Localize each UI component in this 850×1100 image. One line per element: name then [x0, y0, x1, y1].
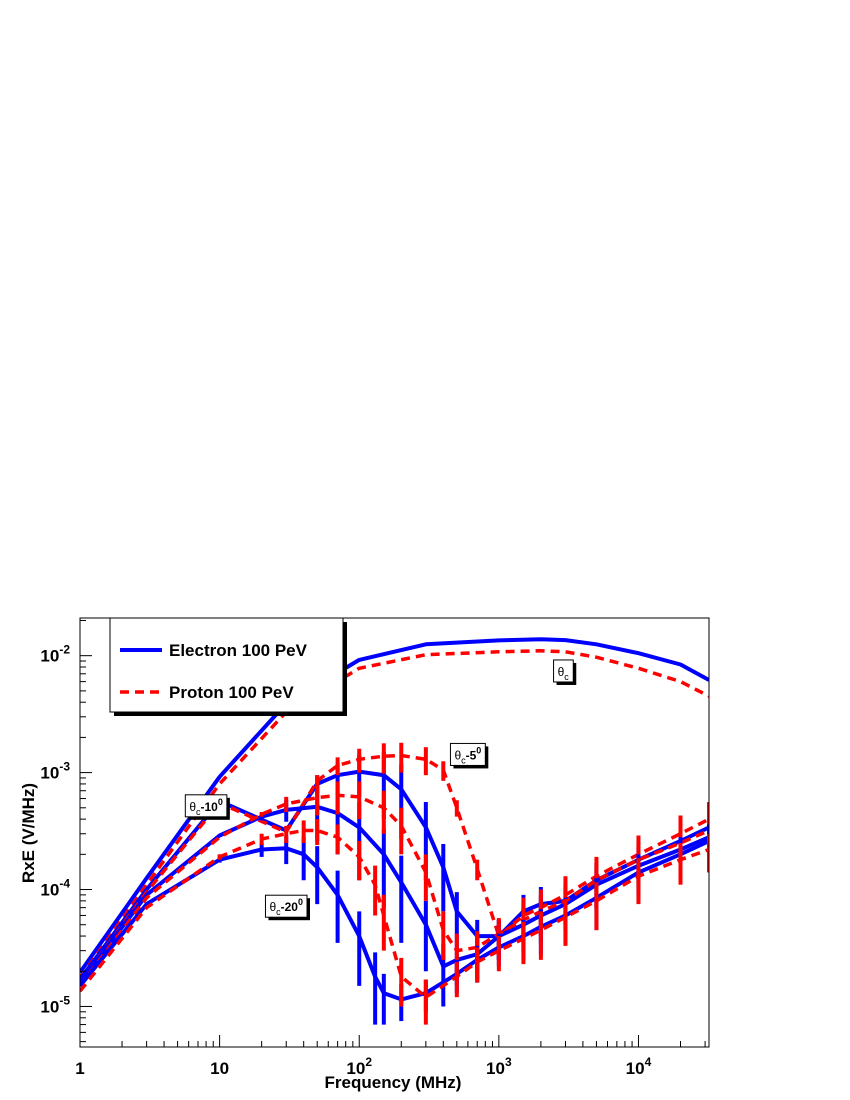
angle-annotation: θc-200	[264, 894, 311, 921]
angle-annotation: θc	[553, 659, 577, 685]
tick-exponent: -4	[59, 877, 70, 891]
annotation-symbol: θ	[269, 900, 276, 914]
angle-annotation: θc-100	[184, 794, 230, 820]
y-tick-label: 10-3	[40, 760, 70, 783]
annotation-subscript: c	[564, 672, 569, 682]
annotation-subscript: c	[276, 907, 281, 917]
annotation-symbol: θ	[189, 800, 196, 814]
tick-base: 10	[40, 647, 59, 666]
y-axis-title: RxE (V/MHz)	[19, 783, 38, 883]
annotation-box	[449, 742, 486, 766]
x-tick-label: 103	[486, 1055, 512, 1078]
series-layer	[80, 637, 709, 1025]
tick-exponent: -3	[59, 760, 70, 774]
y-tick-label: 10-2	[40, 643, 70, 666]
legend-label: Electron 100 PeV	[169, 641, 308, 660]
x-tick-label: 1	[75, 1059, 84, 1078]
annotation-symbol: θ	[558, 665, 565, 679]
x-tick-label: 102	[346, 1055, 372, 1078]
series-line	[80, 637, 709, 974]
tick-base: 10	[40, 881, 59, 900]
x-tick-label: 10	[210, 1059, 229, 1078]
annotation-offset: -10	[201, 800, 219, 814]
annotation-degree: 0	[476, 745, 481, 755]
y-tick-label: 10-5	[40, 993, 70, 1016]
series-line	[80, 828, 709, 999]
tick-base: 10	[346, 1059, 365, 1078]
tick-base: 10	[40, 764, 59, 783]
tick-exponent: -2	[59, 643, 70, 657]
legend-box	[109, 617, 344, 713]
annotation-offset: -5	[466, 748, 477, 762]
x-tick-label: 104	[626, 1055, 652, 1078]
tick-exponent: -5	[59, 993, 70, 1007]
annotation-symbol: θ	[454, 748, 461, 762]
tick-exponent: 4	[645, 1055, 652, 1069]
series-line	[80, 649, 709, 980]
tick-base: 1	[75, 1059, 84, 1078]
tick-exponent: 2	[365, 1055, 372, 1069]
tick-base: 10	[486, 1059, 505, 1078]
series-line	[80, 804, 709, 984]
tick-base: 10	[40, 997, 59, 1016]
annotation-text: θc-50	[454, 745, 481, 765]
tick-exponent: 3	[505, 1055, 512, 1069]
annotation-degree: 0	[298, 897, 303, 907]
annotation-box	[553, 659, 574, 683]
legend-label: Proton 100 PeV	[169, 683, 294, 702]
series-line	[80, 839, 709, 1002]
x-axis-title: Frequency (MHz)	[325, 1073, 462, 1092]
annotation-text: θc-100	[189, 797, 223, 817]
plot-frame	[79, 617, 710, 1048]
series-line	[80, 793, 709, 987]
annotation-subscript: c	[196, 807, 201, 817]
annotation-text: θc-200	[269, 897, 303, 917]
annotation-degree: 0	[218, 797, 223, 807]
annotation-text: θc	[558, 665, 570, 682]
annotation-subscript: c	[461, 755, 466, 765]
y-tick-label: 10-4	[40, 877, 70, 900]
annotation-box	[184, 794, 228, 818]
angle-annotation: θc-50	[449, 742, 489, 769]
annotation-offset: -20	[281, 900, 299, 914]
tick-base: 10	[626, 1059, 645, 1078]
tick-base: 10	[210, 1059, 229, 1078]
legend: Electron 100 PeV Proton 100 PeV	[109, 617, 347, 716]
annotation-box	[264, 894, 308, 918]
